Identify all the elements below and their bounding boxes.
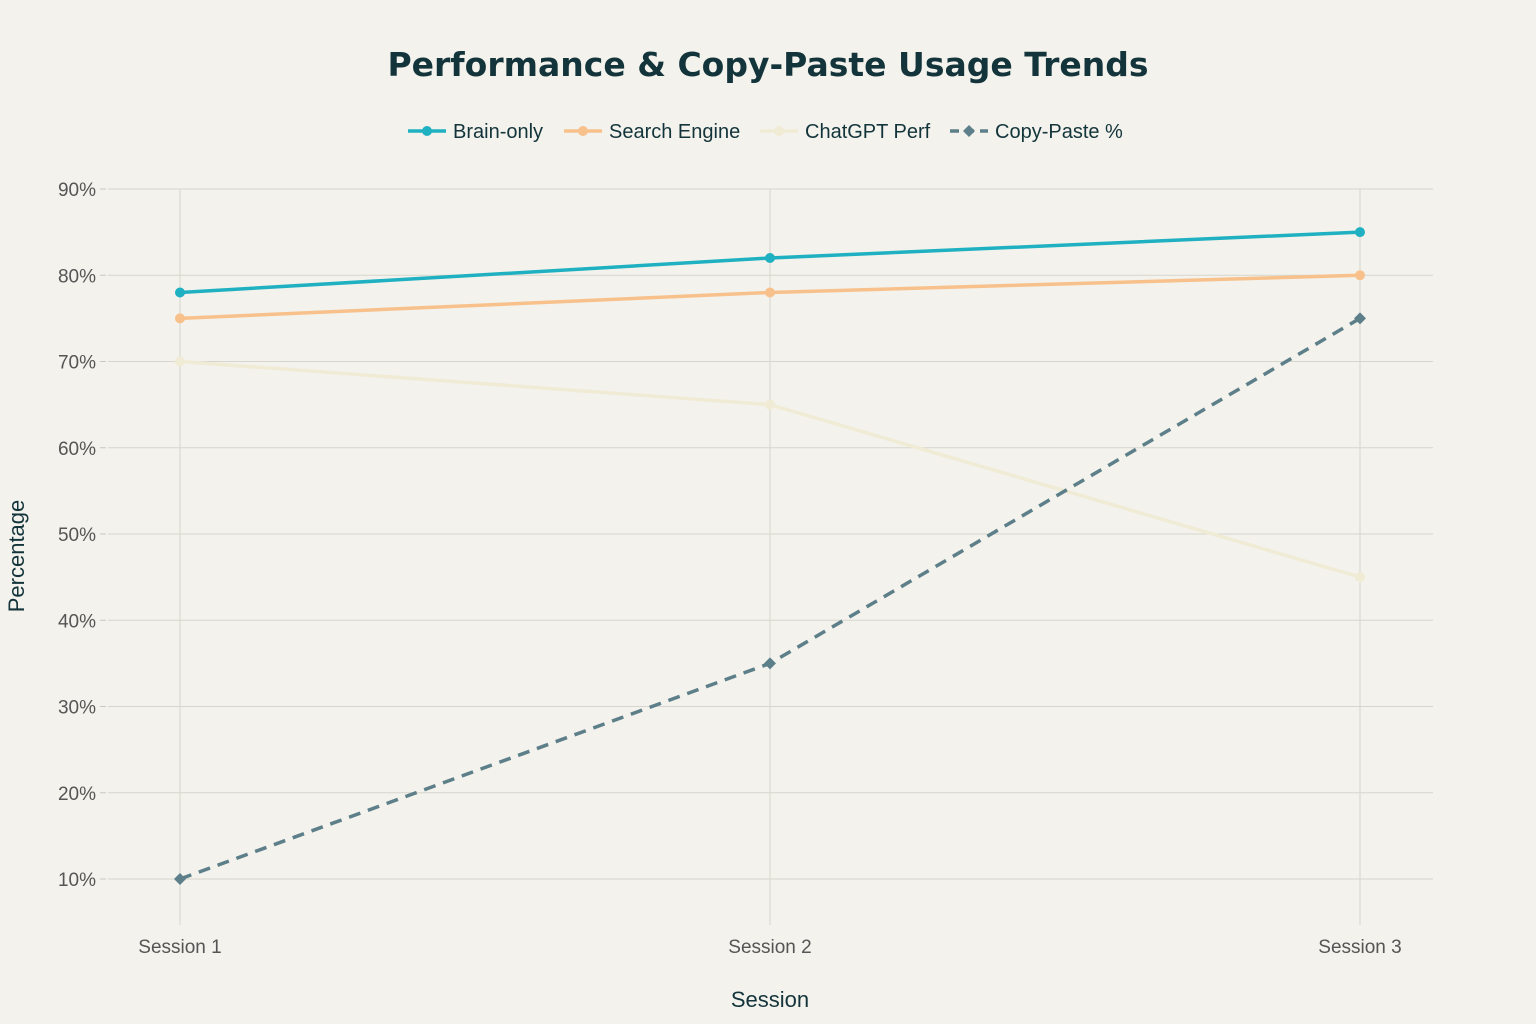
y-tick-label-20: 20% bbox=[58, 784, 96, 805]
y-tick-label-50: 50% bbox=[58, 525, 96, 546]
x-gridlines bbox=[179, 189, 1361, 925]
point-brain-only-session-3 bbox=[1355, 227, 1365, 238]
x-tick-label-session-3: Session 3 bbox=[1318, 937, 1401, 958]
point-chatgpt-perf-session-1 bbox=[175, 356, 185, 367]
legend-marker-search-engine bbox=[578, 126, 588, 136]
x-tick-label-session-2: Session 2 bbox=[728, 937, 811, 958]
x-axis-title: Session bbox=[731, 987, 809, 1012]
point-search-engine-session-1 bbox=[175, 313, 185, 324]
point-brain-only-session-1 bbox=[175, 287, 185, 298]
point-chatgpt-perf-session-2 bbox=[765, 399, 775, 410]
y-tick-label-40: 40% bbox=[58, 611, 96, 632]
y-tick-label-10: 10% bbox=[58, 870, 96, 891]
legend: Brain-only Search Engine ChatGPT Perf Copy-… bbox=[408, 121, 1123, 143]
legend-label-chatgpt-perf: ChatGPT Perf bbox=[805, 121, 931, 143]
legend-label-search-engine: Search Engine bbox=[609, 121, 740, 143]
y-tick-label-80: 80% bbox=[58, 266, 96, 287]
x-tick-label-session-1: Session 1 bbox=[138, 937, 221, 958]
y-tick-label-60: 60% bbox=[58, 439, 96, 460]
y-tick-label-90: 90% bbox=[58, 180, 96, 201]
point-copy-paste-session-1 bbox=[174, 873, 186, 885]
legend-marker-copy-paste bbox=[963, 125, 975, 137]
point-copy-paste-session-3 bbox=[1354, 312, 1366, 325]
series-brain-only bbox=[175, 227, 1365, 298]
legend-item-chatgpt-perf: ChatGPT Perf bbox=[760, 121, 931, 143]
series-chatgpt-perf bbox=[175, 356, 1365, 583]
legend-item-copy-paste: Copy-Paste % bbox=[950, 121, 1123, 143]
series-search-engine bbox=[175, 270, 1365, 324]
point-brain-only-session-2 bbox=[765, 253, 775, 263]
y-axis-title: Percentage bbox=[4, 500, 29, 613]
point-chatgpt-perf-session-3 bbox=[1355, 572, 1365, 583]
legend-item-brain-only: Brain-only bbox=[408, 121, 543, 143]
point-search-engine-session-3 bbox=[1355, 270, 1365, 281]
series-layer bbox=[174, 227, 1366, 885]
chart-title: Performance & Copy-Paste Usage Trends bbox=[387, 45, 1148, 84]
legend-item-search-engine: Search Engine bbox=[564, 121, 740, 143]
y-tick-label-70: 70% bbox=[58, 353, 96, 374]
point-copy-paste-session-2 bbox=[764, 657, 776, 670]
legend-label-brain-only: Brain-only bbox=[453, 121, 543, 143]
legend-marker-chatgpt-perf bbox=[774, 126, 784, 136]
legend-label-copy-paste: Copy-Paste % bbox=[995, 121, 1123, 143]
series-copy-paste bbox=[174, 312, 1366, 885]
y-tick-label-30: 30% bbox=[58, 698, 96, 719]
point-search-engine-session-2 bbox=[765, 287, 775, 298]
y-axis-ticks: 10% 20% 30% 40% 50% 60% 70% 80% 90% bbox=[58, 180, 96, 891]
legend-marker-brain-only bbox=[422, 126, 432, 136]
x-axis-ticks: Session 1 Session 2 Session 3 bbox=[138, 937, 1401, 958]
